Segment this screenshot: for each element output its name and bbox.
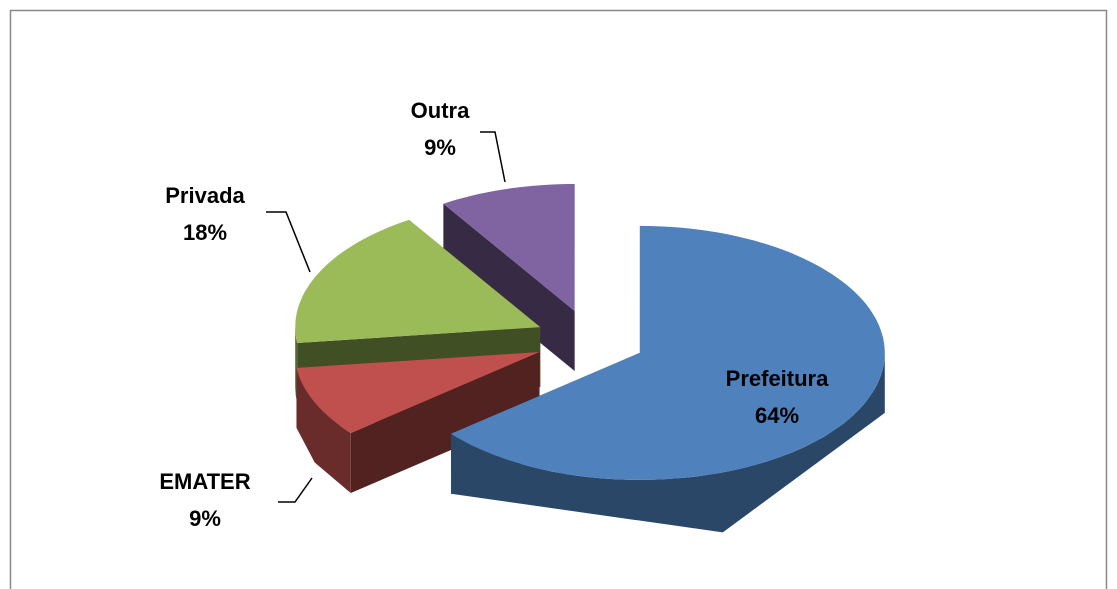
leader-line bbox=[480, 131, 506, 183]
slice-wall bbox=[296, 367, 351, 493]
slice-top bbox=[443, 184, 575, 311]
leader-line bbox=[266, 211, 311, 273]
pie bbox=[295, 184, 885, 533]
slice-value-label: 18% bbox=[183, 220, 227, 245]
slice-label: Privada bbox=[165, 183, 245, 208]
slice-value-label: 9% bbox=[424, 135, 456, 160]
slice-wall bbox=[451, 352, 885, 533]
slice bbox=[296, 352, 540, 493]
leader-line bbox=[278, 477, 313, 503]
slice-label: EMATER bbox=[159, 469, 250, 494]
slice bbox=[450, 225, 885, 533]
labels: Prefeitura 64% EMATER 9% Privada 18% Outra 9% bbox=[159, 98, 829, 531]
slice-top bbox=[296, 352, 540, 433]
slice bbox=[295, 219, 541, 404]
slice-top bbox=[451, 225, 885, 480]
slice-label: Prefeitura bbox=[726, 366, 829, 391]
slice-label: Outra bbox=[411, 98, 470, 123]
slice-side bbox=[443, 203, 575, 371]
slice-value-label: 64% bbox=[755, 403, 799, 428]
slice bbox=[443, 184, 575, 371]
chart-border bbox=[9, 9, 1108, 589]
slice-value-label: 9% bbox=[189, 506, 221, 531]
slice-top bbox=[295, 219, 541, 343]
